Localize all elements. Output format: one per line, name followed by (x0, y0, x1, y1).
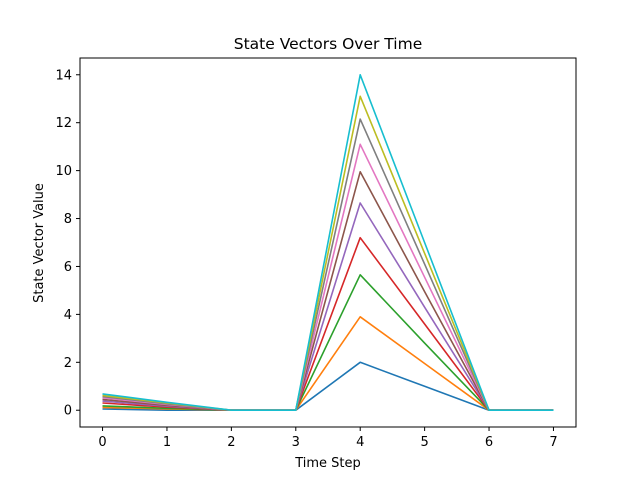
x-tick-label: 1 (163, 435, 171, 450)
x-tick-label: 3 (292, 435, 300, 450)
x-axis: 0 1 2 3 4 5 6 7 (98, 427, 558, 450)
y-tick-label: 6 (64, 260, 72, 275)
series-line-8 (102, 118, 554, 412)
series-line-6 (102, 171, 554, 412)
series-line-10 (102, 74, 554, 412)
x-tick-label: 6 (485, 435, 493, 450)
y-tick-label: 0 (64, 404, 72, 419)
series-line-3 (102, 273, 554, 412)
x-tick-label: 4 (356, 435, 364, 450)
y-tick-label: 10 (55, 164, 72, 179)
y-tick-label: 4 (64, 308, 72, 323)
y-tick-label: 8 (64, 212, 72, 227)
series-line-1 (102, 361, 554, 412)
chart-title: State Vectors Over Time (234, 35, 423, 53)
y-tick-label: 12 (55, 116, 72, 131)
plot-frame (79, 57, 577, 428)
x-tick-label: 2 (227, 435, 235, 450)
y-axis-title: State Vector Value (32, 183, 47, 303)
series-line-5 (102, 202, 554, 412)
x-tick-label: 0 (98, 435, 106, 450)
series-line-2 (102, 315, 554, 412)
y-axis: 0 2 4 6 8 10 12 14 (55, 68, 80, 419)
x-tick-label: 7 (549, 435, 557, 450)
series-lines (102, 74, 554, 412)
y-tick-label: 2 (64, 356, 72, 371)
y-tick-label: 14 (55, 68, 72, 83)
x-tick-label: 5 (420, 435, 428, 450)
x-axis-title: Time Step (294, 456, 361, 471)
series-line-7 (102, 143, 554, 412)
